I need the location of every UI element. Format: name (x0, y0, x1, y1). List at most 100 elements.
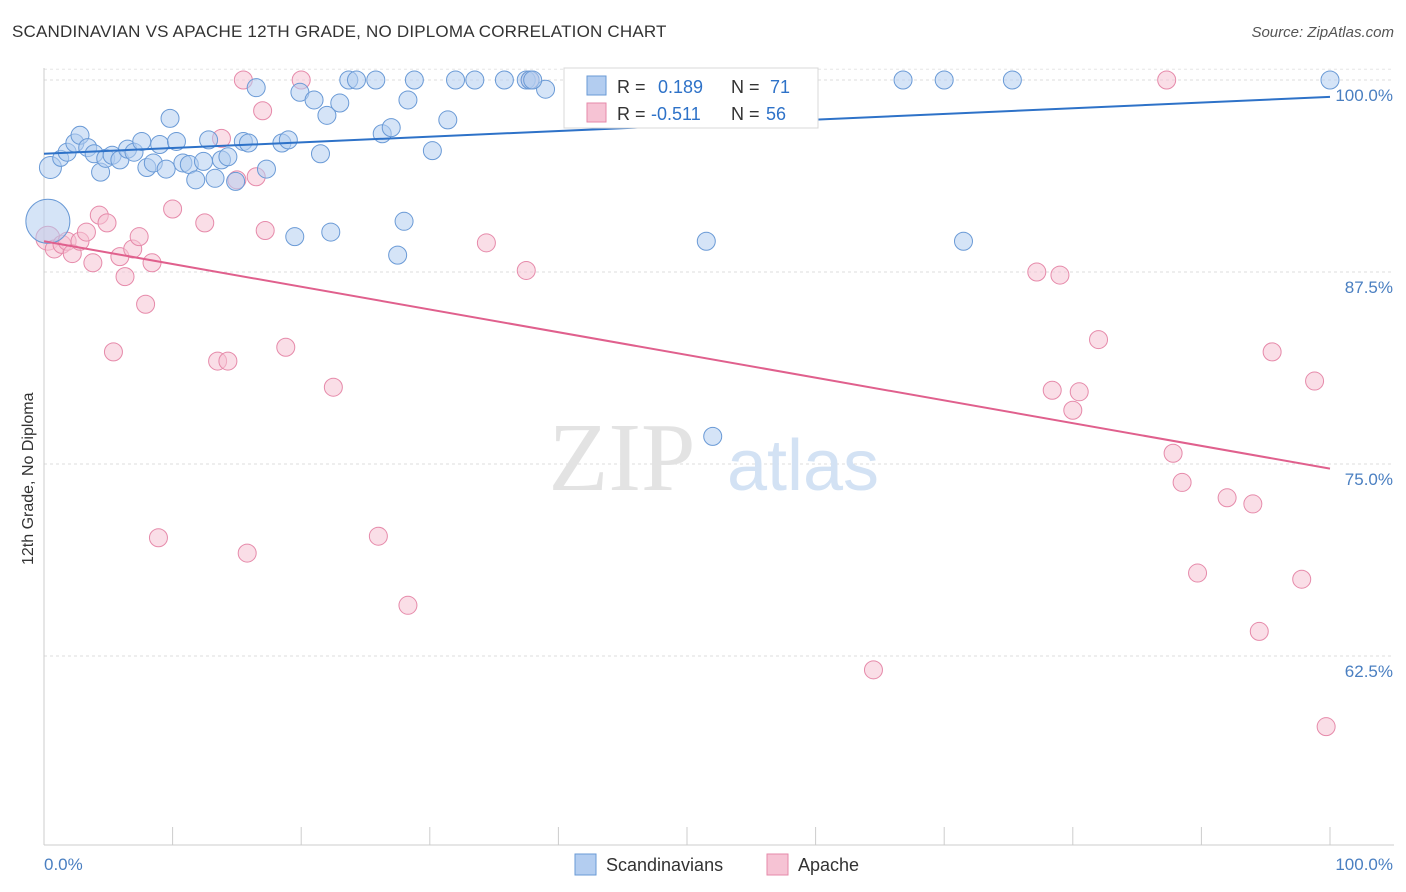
apache-point-14 (129, 227, 149, 247)
apache-point-54 (1305, 371, 1325, 391)
legend-label-scandinavians: Scandinavians (606, 855, 723, 875)
apache-point-16 (142, 253, 162, 273)
apache-points (35, 70, 1336, 737)
series-legend: Scandinavians Apache (574, 853, 859, 876)
apache-point-18 (163, 199, 183, 219)
watermark: ZIP atlas (549, 404, 880, 512)
apache-point-15 (136, 294, 156, 314)
chart-title: SCANDINAVIAN VS APACHE 12TH GRADE, NO DI… (12, 22, 667, 41)
apache-point-22 (218, 351, 238, 371)
apache-point-46 (1163, 443, 1183, 463)
scandinavian-point-23 (186, 170, 206, 190)
y-axis-label: 12th Grade, No Diploma (20, 392, 37, 565)
apache-point-43 (1069, 382, 1089, 402)
scandinavian-point-67 (953, 231, 973, 251)
stats-swatch-scandinavians (586, 75, 607, 96)
apache-point-34 (476, 233, 496, 253)
y-axis-label-wrap: 12th Grade, No Diploma (20, 392, 40, 585)
scandinavian-point-36 (285, 227, 305, 247)
apache-point-25 (237, 543, 257, 563)
scandinavian-point-40 (317, 105, 337, 125)
scandinavian-point-29 (226, 171, 246, 191)
stats-n-label-apache: N = (731, 104, 760, 124)
apache-point-53 (1292, 569, 1312, 589)
apache-point-39 (1027, 262, 1047, 282)
stats-r-value-apache: -0.511 (651, 104, 701, 124)
scandinavian-point-28 (218, 147, 238, 167)
apache-point-31 (323, 377, 343, 397)
scandinavian-point-26 (205, 168, 225, 188)
scandinavian-point-25 (199, 130, 219, 150)
scandinavian-point-69 (1320, 70, 1340, 90)
apache-point-33 (398, 595, 418, 615)
apache-point-28 (255, 221, 275, 241)
scandinavian-point-56 (494, 70, 514, 90)
apache-point-29 (276, 337, 296, 357)
scandinavian-point-41 (321, 222, 341, 242)
scandinavian-point-35 (278, 130, 298, 150)
scandinavian-point-50 (398, 90, 418, 110)
scandinavian-point-38 (304, 90, 324, 110)
apache-point-38 (863, 660, 883, 680)
apache-point-27 (253, 101, 273, 121)
apache-point-55 (1316, 717, 1336, 737)
scandinavian-point-31 (238, 133, 258, 153)
scandinavian-point-20 (166, 131, 186, 151)
apache-point-42 (1063, 400, 1083, 420)
apache-point-19 (195, 213, 215, 233)
apache-point-9 (97, 213, 117, 233)
scandinavian-point-49 (394, 211, 414, 231)
scandinavian-point-44 (346, 70, 366, 90)
apache-point-12 (115, 267, 135, 287)
y-tick-label-3: 100.0% (1335, 86, 1393, 105)
x-tick-label-0: 0.0% (44, 855, 83, 874)
scandinavian-point-70 (523, 70, 543, 90)
apache-point-41 (1050, 265, 1070, 285)
scandinavian-point-54 (446, 70, 466, 90)
y-tick-label-1: 75.0% (1345, 470, 1393, 489)
watermark-zip: ZIP (549, 404, 696, 512)
axes (43, 68, 1394, 846)
y-tick-labels: 62.5% 75.0% 87.5% 100.0% (1335, 86, 1393, 681)
watermark-atlas: atlas (727, 426, 879, 506)
stats-r-value-scandinavians: 0.189 (658, 77, 703, 97)
scandinavian-point-45 (366, 70, 386, 90)
scandinavian-point-64 (703, 426, 723, 446)
scandinavian-point-42 (330, 93, 350, 113)
scandinavian-point-66 (934, 70, 954, 90)
stats-r-label-scandinavians: R = (617, 77, 646, 97)
scandinavian-point-19 (160, 108, 180, 128)
x-tick-label-1: 100.0% (1335, 855, 1393, 874)
apache-point-47 (1172, 472, 1192, 492)
apache-point-48 (1188, 563, 1208, 583)
apache-trend-line (43, 240, 1331, 470)
source-label: Source: ZipAtlas.com (1251, 24, 1394, 41)
apache-point-6 (76, 222, 96, 242)
apache-point-49 (1217, 488, 1237, 508)
stats-n-value-scandinavians: 71 (770, 77, 790, 97)
apache-point-7 (83, 253, 103, 273)
y-tick-label-0: 62.5% (1345, 662, 1393, 681)
stats-r-label-apache: R = (617, 104, 646, 124)
stats-n-value-apache: 56 (766, 104, 786, 124)
apache-point-52 (1262, 342, 1282, 362)
legend-swatch-scandinavians (574, 853, 597, 876)
y-tick-label-2: 87.5% (1345, 278, 1393, 297)
scandinavian-point-52 (422, 141, 442, 161)
scandinavian-point-17 (150, 135, 170, 155)
scandinavian-point-24 (193, 151, 213, 171)
stats-swatch-apache (586, 102, 607, 123)
apache-point-44 (1089, 330, 1109, 350)
stats-n-label-scandinavians: N = (731, 77, 760, 97)
scandinavian-point-48 (388, 245, 408, 265)
scandinavian-point-47 (381, 118, 401, 138)
apache-point-51 (1249, 621, 1269, 641)
scandinavian-point-63 (696, 231, 716, 251)
apache-point-50 (1243, 494, 1263, 514)
legend-label-apache: Apache (798, 855, 859, 875)
scandinavian-point-18 (156, 159, 176, 179)
scandinavian-point-59 (536, 79, 556, 99)
apache-point-40 (1042, 380, 1062, 400)
scandinavian-point-55 (465, 70, 485, 90)
scandinavian-point-33 (256, 159, 276, 179)
